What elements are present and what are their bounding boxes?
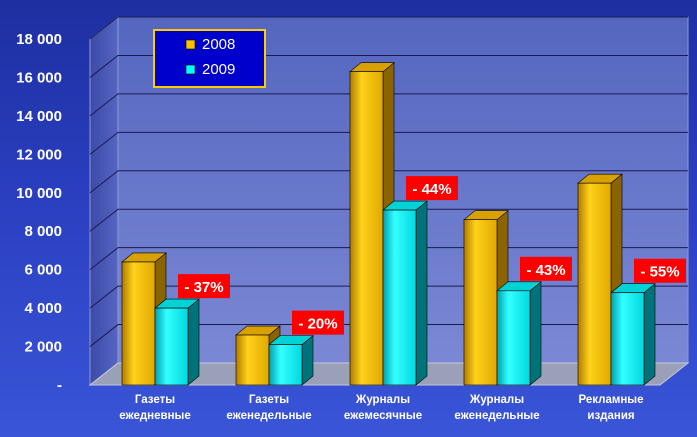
y-tick-label: 16 000 xyxy=(16,69,62,86)
legend xyxy=(153,29,266,88)
bar-2009 xyxy=(496,290,531,386)
change-label: - 20% xyxy=(298,316,337,333)
gridline xyxy=(89,208,688,232)
x-tick-label: еженедельные xyxy=(454,410,539,422)
x-tick-label: ежедневные xyxy=(119,410,191,422)
y-tick-label: 6 000 xyxy=(24,262,62,279)
x-tick-label: издания xyxy=(587,410,634,422)
y-tick-label: - xyxy=(57,377,62,394)
legend-label: 2009 xyxy=(202,61,235,78)
x-tick-label: Журналы xyxy=(355,394,410,406)
y-tick-label: 8 000 xyxy=(24,223,62,240)
legend-label: 2008 xyxy=(202,36,235,53)
bar-2008 xyxy=(577,182,612,386)
y-tick-label: 2 000 xyxy=(24,339,62,356)
change-badge xyxy=(520,256,572,281)
bar-2008 xyxy=(349,71,384,386)
change-label: - 37% xyxy=(184,279,223,296)
gridline xyxy=(89,54,688,78)
legend-swatch xyxy=(185,39,196,50)
y-tick-label: 18 000 xyxy=(16,31,62,48)
gridline xyxy=(89,131,688,155)
bar-2009 xyxy=(382,209,417,386)
y-tick-label: 4 000 xyxy=(24,300,62,317)
x-tick-label: ежемесячные xyxy=(344,410,422,422)
bar-2009 xyxy=(610,292,645,386)
gridline xyxy=(89,170,688,194)
x-tick-label: Газеты xyxy=(249,394,289,406)
side-wall xyxy=(89,15,119,387)
y-tick-label: 14 000 xyxy=(16,108,62,125)
x-tick-label: Рекламные xyxy=(578,394,643,406)
gridline xyxy=(89,93,688,117)
bar-2009-side xyxy=(529,281,542,386)
change-label: - 44% xyxy=(412,181,451,198)
y-tick-label: 10 000 xyxy=(16,185,62,202)
change-badge xyxy=(178,274,230,299)
bar-2009-side xyxy=(643,283,656,386)
change-badge xyxy=(406,176,458,201)
bar-2008 xyxy=(235,334,270,386)
change-label: - 43% xyxy=(526,262,565,279)
x-tick-label: Газеты xyxy=(135,394,175,406)
bar-2008 xyxy=(121,261,156,386)
change-badge xyxy=(634,258,686,283)
bar-2009-side xyxy=(415,200,428,386)
gridline xyxy=(89,16,688,40)
y-tick-label: 12 000 xyxy=(16,146,62,163)
bar-2009-side xyxy=(187,298,200,386)
legend-swatch xyxy=(185,64,196,75)
x-tick-label: еженедельные xyxy=(226,410,311,422)
change-badge xyxy=(292,310,344,335)
x-tick-label: Журналы xyxy=(469,394,524,406)
change-label: - 55% xyxy=(640,264,679,281)
bar-2009 xyxy=(154,307,189,386)
bar-2008 xyxy=(463,219,498,386)
bar-2009 xyxy=(268,344,303,386)
